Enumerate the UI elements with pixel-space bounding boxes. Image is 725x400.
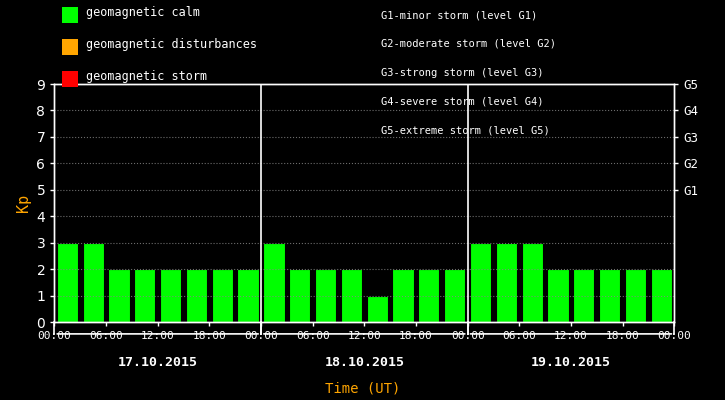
- Bar: [392, 269, 414, 322]
- Bar: [160, 269, 181, 322]
- Y-axis label: Kp: Kp: [16, 194, 31, 212]
- Text: Time (UT): Time (UT): [325, 381, 400, 395]
- Bar: [108, 269, 130, 322]
- Bar: [367, 296, 388, 322]
- Bar: [599, 269, 621, 322]
- Bar: [289, 269, 310, 322]
- Text: G2-moderate storm (level G2): G2-moderate storm (level G2): [381, 39, 555, 49]
- Bar: [134, 269, 155, 322]
- Text: geomagnetic disturbances: geomagnetic disturbances: [86, 38, 257, 51]
- Bar: [315, 269, 336, 322]
- Bar: [212, 269, 233, 322]
- Bar: [341, 269, 362, 322]
- Bar: [547, 269, 568, 322]
- Bar: [444, 269, 465, 322]
- Bar: [496, 243, 517, 322]
- Bar: [83, 243, 104, 322]
- Bar: [573, 269, 594, 322]
- Bar: [651, 269, 672, 322]
- Text: geomagnetic calm: geomagnetic calm: [86, 6, 200, 19]
- Text: G4-severe storm (level G4): G4-severe storm (level G4): [381, 96, 543, 106]
- Bar: [57, 243, 78, 322]
- Bar: [186, 269, 207, 322]
- Text: G5-extreme storm (level G5): G5-extreme storm (level G5): [381, 125, 550, 135]
- Text: 19.10.2015: 19.10.2015: [531, 356, 611, 369]
- Text: 18.10.2015: 18.10.2015: [324, 356, 405, 369]
- Text: G3-strong storm (level G3): G3-strong storm (level G3): [381, 68, 543, 78]
- Text: 17.10.2015: 17.10.2015: [117, 356, 198, 369]
- Bar: [470, 243, 491, 322]
- Text: geomagnetic storm: geomagnetic storm: [86, 70, 207, 83]
- Text: G1-minor storm (level G1): G1-minor storm (level G1): [381, 10, 537, 20]
- Bar: [263, 243, 284, 322]
- Bar: [418, 269, 439, 322]
- Bar: [625, 269, 646, 322]
- Bar: [521, 243, 543, 322]
- Bar: [238, 269, 259, 322]
